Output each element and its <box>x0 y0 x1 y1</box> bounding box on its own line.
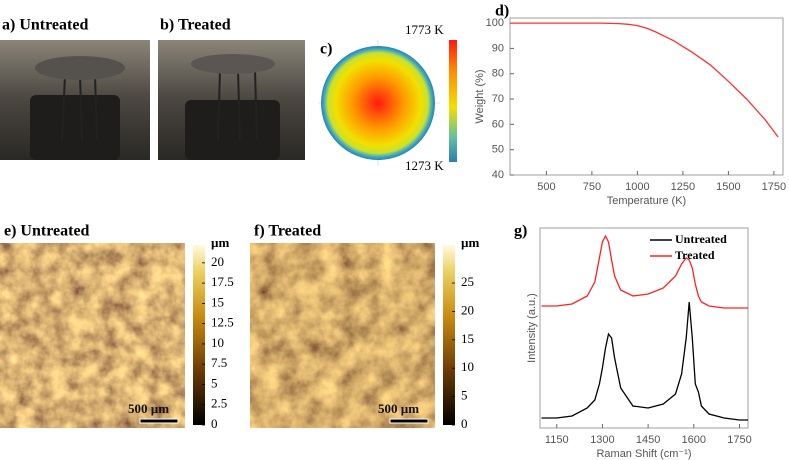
x-tick-label: 1150 <box>545 434 569 446</box>
panel-label: a) Untreated <box>2 17 88 34</box>
x-tick-label: 750 <box>583 181 601 193</box>
colorbar-tick-label: 20 <box>461 302 474 317</box>
scale-bar <box>389 418 429 424</box>
colorbar-min: 1273 K <box>405 158 444 173</box>
x-tick-label: 1300 <box>590 434 614 446</box>
photo <box>158 40 305 160</box>
y-tick-label: 50 <box>492 144 504 156</box>
legend-label: Treated <box>675 248 715 262</box>
panel-label: b) Treated <box>160 17 231 34</box>
photo <box>0 40 150 160</box>
scale-bar-label: 500 µm <box>378 401 419 416</box>
y-axis-label: Weight (%) <box>474 69 486 123</box>
colorbar-tick-label: 2.5 <box>211 396 227 411</box>
y-tick-label: 70 <box>492 93 504 105</box>
colorbar-tick-label: 5 <box>461 388 468 403</box>
temperature-map <box>318 40 457 166</box>
afm-image <box>250 243 435 428</box>
scale-bar <box>139 418 179 424</box>
y-tick-label: 80 <box>492 68 504 80</box>
x-tick-label: 1750 <box>762 181 786 193</box>
x-tick-label: 1600 <box>682 434 706 446</box>
afm-image <box>0 243 185 428</box>
colorbar-tick-label: 0 <box>461 416 468 431</box>
colorbar <box>193 245 205 425</box>
line-series <box>541 301 748 421</box>
colorbar-max: 1773 K <box>405 22 444 37</box>
line-series <box>510 22 779 138</box>
panel-label: f) Treated <box>254 223 321 240</box>
colorbar-tick-label: 15 <box>461 331 474 346</box>
colorbar <box>443 245 455 425</box>
x-tick-label: 1500 <box>716 181 740 193</box>
x-tick-label: 1250 <box>671 181 695 193</box>
x-axis-label: Temperature (K) <box>607 195 686 207</box>
x-axis-label: Raman Shift (cm⁻¹) <box>596 448 691 460</box>
y-axis-label: Intensity (a.u.) <box>526 293 538 363</box>
panel-label: g) <box>514 223 527 240</box>
colorbar-tick-label: 17.5 <box>211 274 234 289</box>
x-tick-label: 1000 <box>625 181 649 193</box>
legend-label: Untreated <box>675 232 727 246</box>
y-tick-label: 60 <box>492 118 504 130</box>
colorbar-tick-label: 10 <box>211 335 224 350</box>
y-tick-label: 90 <box>492 42 504 54</box>
colorbar-tick-label: 20 <box>211 254 224 269</box>
x-tick-label: 500 <box>537 181 555 193</box>
colorbar-tick-label: 5 <box>211 375 218 390</box>
line-series <box>541 234 748 309</box>
scale-bar-label: 500 µm <box>128 401 169 416</box>
colorbar-tick-label: 15 <box>211 294 224 309</box>
panel-label: e) Untreated <box>4 223 90 240</box>
colorbar-unit: µm <box>211 235 229 250</box>
colorbar-tick-label: 25 <box>461 274 474 289</box>
plot-frame <box>539 227 749 429</box>
colorbar-tick-label: 7.5 <box>211 355 227 370</box>
plot-frame <box>509 17 784 176</box>
colorbar-tick-label: 0 <box>211 416 218 431</box>
colorbar-unit: µm <box>461 235 479 250</box>
x-tick-label: 1750 <box>727 434 751 446</box>
panel-label: d) <box>495 3 509 20</box>
panel-label: c) <box>320 41 332 58</box>
y-tick-label: 40 <box>492 169 504 181</box>
colorbar-tick-label: 12.5 <box>211 315 234 330</box>
y-tick-label: 100 <box>486 17 504 29</box>
x-tick-label: 1450 <box>636 434 660 446</box>
colorbar-tick-label: 10 <box>461 359 474 374</box>
